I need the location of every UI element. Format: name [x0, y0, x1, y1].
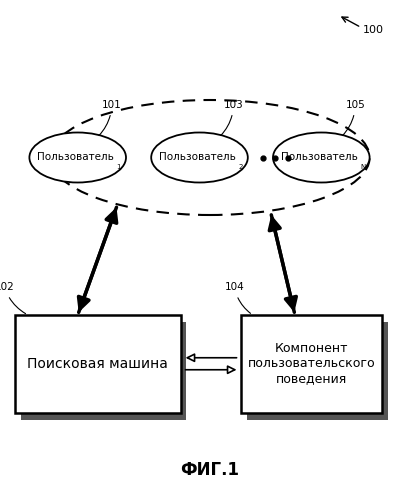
Ellipse shape	[29, 132, 126, 182]
Text: 102: 102	[0, 282, 26, 314]
Text: 101: 101	[99, 100, 122, 136]
FancyArrowPatch shape	[79, 208, 116, 308]
Bar	[21, 322, 186, 420]
Text: Компонент
пользовательского
поведения: Компонент пользовательского поведения	[248, 342, 375, 386]
Text: Пользователь: Пользователь	[281, 152, 358, 162]
Text: 103: 103	[221, 100, 244, 136]
FancyArrowPatch shape	[269, 218, 294, 312]
FancyArrowPatch shape	[79, 211, 117, 312]
FancyArrowPatch shape	[187, 354, 236, 362]
Text: ФИГ.1: ФИГ.1	[181, 461, 239, 479]
Bar	[247, 322, 388, 420]
Ellipse shape	[151, 132, 248, 182]
Bar	[241, 315, 382, 412]
Text: 1: 1	[116, 164, 121, 170]
Text: Поисковая машина: Поисковая машина	[27, 357, 168, 371]
Text: 2: 2	[238, 164, 242, 170]
FancyArrowPatch shape	[186, 366, 235, 374]
Text: 105: 105	[343, 100, 365, 136]
Bar	[15, 315, 181, 412]
FancyArrowPatch shape	[271, 215, 296, 308]
Text: N: N	[360, 164, 365, 170]
Text: 104: 104	[225, 282, 250, 314]
Text: 100: 100	[363, 25, 384, 35]
Ellipse shape	[273, 132, 370, 182]
Text: Пользователь: Пользователь	[37, 152, 114, 162]
Text: Пользователь: Пользователь	[159, 152, 236, 162]
